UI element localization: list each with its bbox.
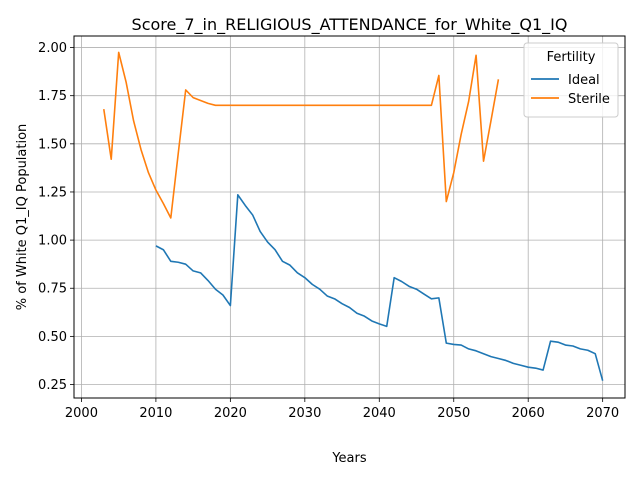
x-tick-label: 2050 bbox=[437, 406, 470, 421]
legend-title: Fertility bbox=[547, 50, 596, 65]
legend-label-ideal: Ideal bbox=[568, 73, 600, 88]
y-tick-label: 1.00 bbox=[38, 234, 67, 249]
y-axis: 0.25 0.50 0.75 1.00 1.25 1.50 1.75 2.00 bbox=[38, 41, 74, 393]
y-tick-label: 1.75 bbox=[38, 89, 67, 104]
x-tick-label: 2070 bbox=[586, 406, 619, 421]
x-tick-label: 2060 bbox=[512, 406, 545, 421]
y-tick-label: 1.50 bbox=[38, 137, 67, 152]
plot-frame bbox=[73, 35, 626, 399]
x-axis: 2000 2010 2020 2030 2040 2050 2060 2070 bbox=[65, 398, 619, 421]
x-tick-label: 2010 bbox=[139, 406, 172, 421]
x-tick-label: 2020 bbox=[214, 406, 247, 421]
series-line-ideal bbox=[155, 194, 604, 381]
chart-title: Score_7_in_RELIGIOUS_ATTENDANCE_for_Whit… bbox=[132, 15, 568, 35]
y-tick-label: 0.25 bbox=[38, 378, 67, 393]
y-tick-label: 2.00 bbox=[38, 41, 67, 56]
series-layer bbox=[102, 51, 604, 381]
x-tick-label: 2000 bbox=[65, 406, 98, 421]
y-tick-label: 0.75 bbox=[38, 282, 67, 297]
x-axis-label: Years bbox=[331, 451, 367, 466]
legend-label-sterile: Sterile bbox=[568, 92, 610, 107]
x-tick-label: 2030 bbox=[288, 406, 321, 421]
y-axis-label: % of White Q1_IQ Population bbox=[15, 124, 30, 311]
x-tick-label: 2040 bbox=[363, 406, 396, 421]
series-line-sterile bbox=[102, 51, 500, 219]
legend: Fertility Ideal Sterile bbox=[523, 42, 619, 118]
y-tick-label: 1.25 bbox=[38, 185, 67, 200]
y-tick-label: 0.50 bbox=[38, 330, 67, 345]
